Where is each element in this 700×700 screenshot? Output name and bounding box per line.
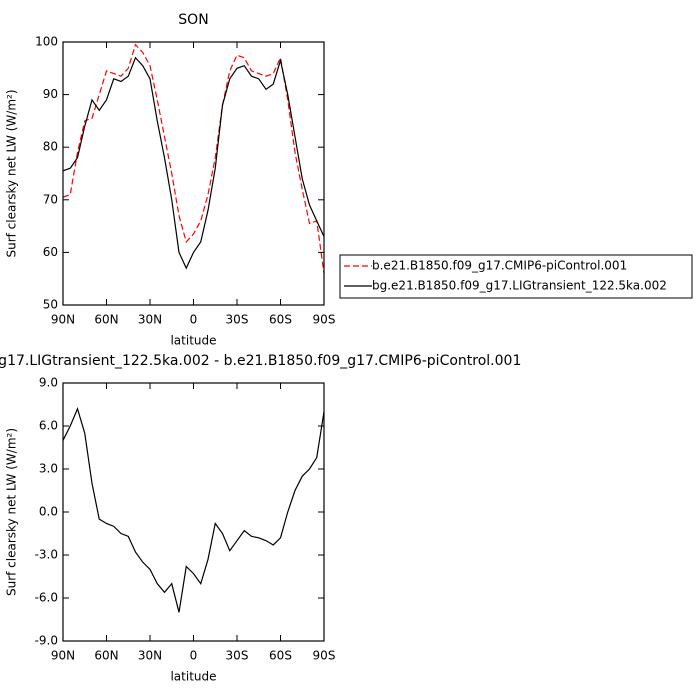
x-tick-label: 60S <box>269 313 292 327</box>
y-tick-label: 50 <box>43 298 58 312</box>
x-tick-label: 30S <box>226 313 249 327</box>
y-tick-label: 9.0 <box>39 376 58 390</box>
x-tick-label: 90N <box>51 649 75 663</box>
y-tick-label: -3.0 <box>35 548 58 562</box>
data-line <box>62 407 325 613</box>
x-tick-label: 0 <box>190 313 198 327</box>
legend-label: bg.e21.B1850.f09_g17.LIGtransient_122.5k… <box>372 279 667 293</box>
x-tick-label: 60N <box>94 649 118 663</box>
x-tick-label: 90S <box>313 649 336 663</box>
x-tick-label: 90S <box>313 313 336 327</box>
x-tick-label: 30S <box>226 649 249 663</box>
data-line <box>62 56 325 270</box>
y-tick-label: 80 <box>43 140 58 154</box>
y-tick-label: 6.0 <box>39 419 58 433</box>
y-axis-label: Surf clearsky net LW (W/m²) <box>5 89 19 257</box>
y-tick-label: 60 <box>43 245 58 259</box>
x-tick-label: 60S <box>269 649 292 663</box>
y-tick-label: -6.0 <box>35 591 58 605</box>
y-tick-label: 70 <box>43 192 58 206</box>
y-tick-label: 90 <box>43 87 58 101</box>
x-tick-label: 90N <box>51 313 75 327</box>
x-axis-label: latitude <box>170 334 216 348</box>
legend-box <box>339 254 693 299</box>
legend-label: b.e21.B1850.f09_g17.CMIP6-piControl.001 <box>372 259 627 273</box>
plot-frame <box>62 382 325 642</box>
x-tick-label: 30N <box>138 649 162 663</box>
x-tick-label: 60N <box>94 313 118 327</box>
data-line <box>62 43 325 274</box>
chart-title: bg.e21.B1850.f09_g17.LIGtransient_122.5k… <box>0 353 521 369</box>
y-tick-label: 100 <box>35 35 58 49</box>
x-tick-label: 0 <box>190 649 198 663</box>
x-axis-label: latitude <box>170 670 216 684</box>
y-axis-label: Surf clearsky net LW (W/m²) <box>5 428 19 596</box>
chart-title: SON <box>178 12 208 28</box>
y-tick-label: 3.0 <box>39 462 58 476</box>
y-tick-label: -9.0 <box>35 634 58 648</box>
y-tick-label: 0.0 <box>39 505 58 519</box>
x-tick-label: 30N <box>138 313 162 327</box>
